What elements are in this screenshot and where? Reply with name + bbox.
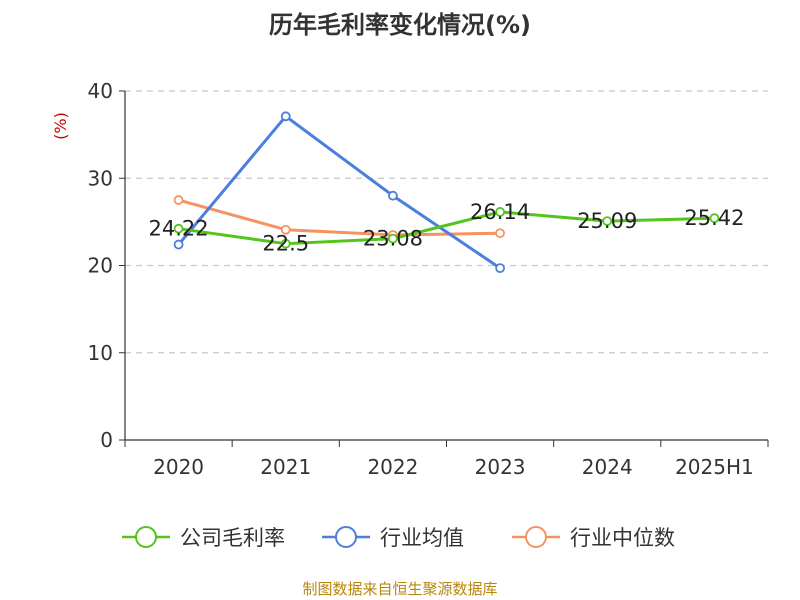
y-tick-label-0: 0 <box>100 428 113 452</box>
series-0-point-1 <box>280 238 291 249</box>
x-tick-label-5: 2025H1 <box>675 455 754 479</box>
series-0-point-2 <box>388 233 398 244</box>
series-0-point-4 <box>602 216 613 226</box>
x-tick-label-3: 2023 <box>475 455 526 479</box>
series-2-point-1 <box>280 224 291 235</box>
x-tick-label-4: 2024 <box>582 455 633 479</box>
series-line-0 <box>178 210 715 246</box>
axes: 0 10 20 30 40 2020 2021 2022 2023 2024 2025H1 <box>88 79 769 479</box>
series-0-point-0 <box>173 223 184 234</box>
legend-label-2: 行业中位数 <box>570 526 675 550</box>
series-line-2 <box>178 198 501 237</box>
legend-label-0: 公司毛利率 <box>180 526 285 550</box>
data-label-4: 25.09 <box>577 209 637 233</box>
legend-item-0[interactable]: 公司毛利率 <box>122 526 285 550</box>
series-1-point-1 <box>280 111 291 122</box>
x-tick-label-2: 2022 <box>367 455 418 479</box>
y-axis-label: (%) <box>51 112 70 140</box>
legend-item-1[interactable]: 行业均值 <box>322 526 464 550</box>
series-1-point-2 <box>388 190 398 201</box>
gridlines <box>125 90 768 354</box>
series-line-1 <box>177 114 501 270</box>
y-tick-label-1: 10 <box>88 341 113 365</box>
legend-swatch-marker-1 <box>335 526 357 548</box>
legend-swatch-marker-2 <box>525 526 547 548</box>
y-tick-label-2: 20 <box>88 254 113 278</box>
data-label-3: 26.14 <box>470 200 530 224</box>
data-label-0: 24.22 <box>149 217 209 241</box>
chart-title: 历年毛利率变化情况(%) <box>269 11 531 39</box>
series-lines <box>173 111 720 274</box>
series-1-point-3 <box>495 263 505 274</box>
series-0-point-3 <box>495 207 505 217</box>
y-tick-label-3: 30 <box>88 166 113 190</box>
x-tick-label-1: 2021 <box>260 455 311 479</box>
series-0-point-5 <box>709 213 720 224</box>
data-label-2: 23.08 <box>363 227 423 251</box>
legend-swatch-marker-0 <box>135 526 157 548</box>
x-tick-label-0: 2020 <box>153 455 204 479</box>
y-tick-label-4: 40 <box>88 79 113 103</box>
legend-label-1: 行业均值 <box>380 526 464 550</box>
data-label-1: 22.5 <box>262 232 309 256</box>
legend[interactable]: 公司毛利率 行业均值 行业中位数 <box>122 526 675 550</box>
data-labels: 24.22 22.5 23.08 26.14 25.09 25.42 <box>149 200 745 256</box>
data-label-5: 25.42 <box>684 206 744 230</box>
series-2-point-3 <box>495 228 505 239</box>
series-1-point-0 <box>173 239 184 250</box>
series-2-point-0 <box>173 195 184 205</box>
source-note: 制图数据来自恒生聚源数据库 <box>302 580 497 598</box>
legend-item-2[interactable]: 行业中位数 <box>512 526 675 550</box>
